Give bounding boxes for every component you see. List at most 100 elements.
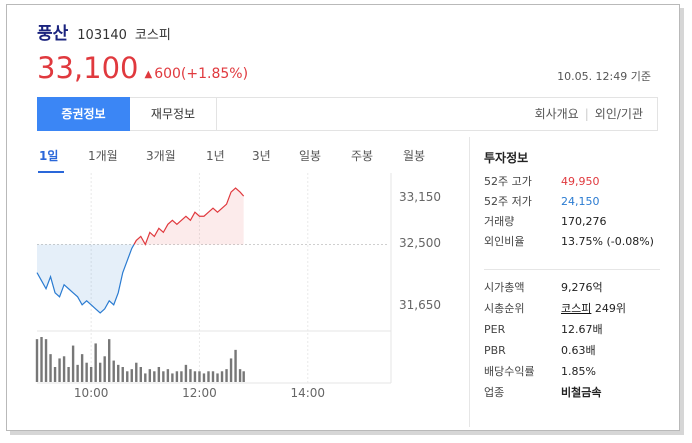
volume-bar xyxy=(117,364,120,382)
price-row: 33,100 ▲ 600(+1.85%) xyxy=(37,51,248,87)
x-tick-label: 10:00 xyxy=(74,386,109,400)
period-daily-candle[interactable]: 일봉 xyxy=(299,149,322,163)
x-tick-label: 14:00 xyxy=(290,386,325,400)
info-divider xyxy=(484,269,660,270)
info-row-52w-low: 52주 저가 24,150 xyxy=(484,193,660,211)
volume-bar xyxy=(139,367,142,382)
info-value: 9,276억 xyxy=(561,281,603,294)
volume-bar xyxy=(207,371,210,382)
info-row-industry: 업종 비철금속 xyxy=(484,384,660,402)
volume-bar xyxy=(49,354,52,382)
stock-code: 103140 xyxy=(77,28,127,43)
volume-bar xyxy=(44,339,48,382)
volume-bar xyxy=(166,369,170,382)
info-key: 배당수익률 xyxy=(484,365,535,378)
period-3month[interactable]: 3개월 xyxy=(146,149,176,163)
volume-bar xyxy=(71,345,75,382)
y-tick-label: 33,150 xyxy=(399,190,441,204)
info-key: 52주 저가 xyxy=(484,195,532,208)
volume-bar xyxy=(220,371,224,382)
info-key: PBR xyxy=(484,344,506,357)
active-period-underline xyxy=(38,171,64,173)
period-1month[interactable]: 1개월 xyxy=(88,149,118,163)
volume-bar xyxy=(98,362,102,382)
volume-bar xyxy=(198,371,201,382)
info-key: 외인비율 xyxy=(484,235,525,248)
tab-company-overview[interactable]: 회사개요 xyxy=(534,107,579,121)
volume-bar xyxy=(175,371,179,382)
volume-bar xyxy=(148,369,152,382)
volume-bar xyxy=(35,339,39,382)
info-value: 170,276 xyxy=(561,215,607,228)
volume-bar xyxy=(211,371,215,382)
up-triangle-icon: ▲ xyxy=(144,69,153,80)
market-rank-value: 249위 xyxy=(591,302,626,315)
info-row-market-cap: 시가총액 9,276억 xyxy=(484,279,660,297)
info-row-volume: 거래량 170,276 xyxy=(484,213,660,231)
market-rank-link[interactable]: 코스피 xyxy=(561,302,592,315)
volume-bar xyxy=(67,367,70,382)
price-line-up xyxy=(133,187,245,246)
info-key: PER xyxy=(484,323,506,336)
tab-separator: | xyxy=(584,107,589,121)
period-1day[interactable]: 1일 xyxy=(39,149,59,163)
investment-info-title: 투자정보 xyxy=(484,151,529,165)
current-price: 33,100 xyxy=(37,51,139,85)
volume-bar xyxy=(184,364,188,382)
volume-bar xyxy=(53,367,57,382)
volume-bar xyxy=(103,356,106,382)
tab-financial-info[interactable]: 재무정보 xyxy=(130,97,217,131)
volume-bar xyxy=(40,337,43,382)
volume-bar xyxy=(130,369,133,382)
info-row-foreign-ratio: 외인비율 13.75% (-0.08%) xyxy=(484,233,660,251)
period-3year[interactable]: 3년 xyxy=(252,149,271,163)
info-value[interactable]: 비철금속 xyxy=(561,386,602,399)
info-value: 1.85% xyxy=(561,365,596,378)
info-value: 12.67배 xyxy=(561,323,603,336)
volume-bar xyxy=(189,369,192,382)
volume-bar xyxy=(229,358,233,382)
volume-bar xyxy=(89,367,93,382)
y-tick-label: 32,500 xyxy=(399,236,441,250)
info-key: 업종 xyxy=(484,386,505,399)
volume-bar xyxy=(153,371,156,382)
y-tick-label: 31,650 xyxy=(399,298,441,312)
tab-securities-info[interactable]: 증권정보 xyxy=(37,97,130,131)
volume-bar xyxy=(157,367,161,382)
info-row-per: PER 12.67배 xyxy=(484,321,660,339)
stock-widget: 풍산 103140 코스피 33,100 ▲ 600(+1.85%) 10.05.… xyxy=(6,4,680,431)
volume-bar xyxy=(144,373,147,382)
volume-bar xyxy=(121,367,124,382)
chart-period-tabs: 1일 1개월 3개월 1년 3년 일봉 주봉 월봉 xyxy=(37,147,437,173)
volume-bar xyxy=(135,362,138,382)
period-1year[interactable]: 1년 xyxy=(206,149,225,163)
info-row-market-cap-rank: 시총순위 코스피 249위 xyxy=(484,300,660,318)
tab-foreign-institution[interactable]: 외인/기관 xyxy=(594,107,643,121)
volume-bar xyxy=(216,373,219,382)
info-value: 코스피 249위 xyxy=(561,300,626,318)
volume-bar xyxy=(202,373,206,382)
period-monthly-candle[interactable]: 월봉 xyxy=(403,149,426,163)
info-row-52w-high: 52주 고가 49,950 xyxy=(484,173,660,191)
price-chart[interactable]: 33,150 32,500 31,650 10:00 12:00 14:00 xyxy=(7,5,467,430)
info-value: 24,150 xyxy=(561,195,600,208)
volume-bar xyxy=(85,362,88,382)
investment-info-panel: 투자정보 52주 고가 49,950 52주 저가 24,150 거래량 170… xyxy=(469,137,660,427)
info-tabs: 증권정보 재무정보 회사개요 | 외인/기관 xyxy=(37,97,658,131)
info-row-pbr: PBR 0.63배 xyxy=(484,342,660,360)
stock-header: 풍산 103140 코스피 xyxy=(37,19,171,44)
info-value: 0.63배 xyxy=(561,344,596,357)
volume-bar xyxy=(193,371,197,382)
volume-bar xyxy=(180,371,183,382)
x-tick-label: 12:00 xyxy=(182,386,217,400)
volume-bar xyxy=(94,343,97,382)
period-weekly-candle[interactable]: 주봉 xyxy=(351,149,374,163)
stock-name[interactable]: 풍산 xyxy=(37,24,69,44)
info-value: 49,950 xyxy=(561,175,600,188)
price-area-up xyxy=(134,188,244,245)
volume-bar xyxy=(242,371,245,382)
info-key: 52주 고가 xyxy=(484,175,532,188)
volume-bar xyxy=(171,373,174,382)
info-value: 13.75% (-0.08%) xyxy=(561,235,654,248)
tab-right-links: 회사개요 | 외인/기관 xyxy=(535,98,643,130)
